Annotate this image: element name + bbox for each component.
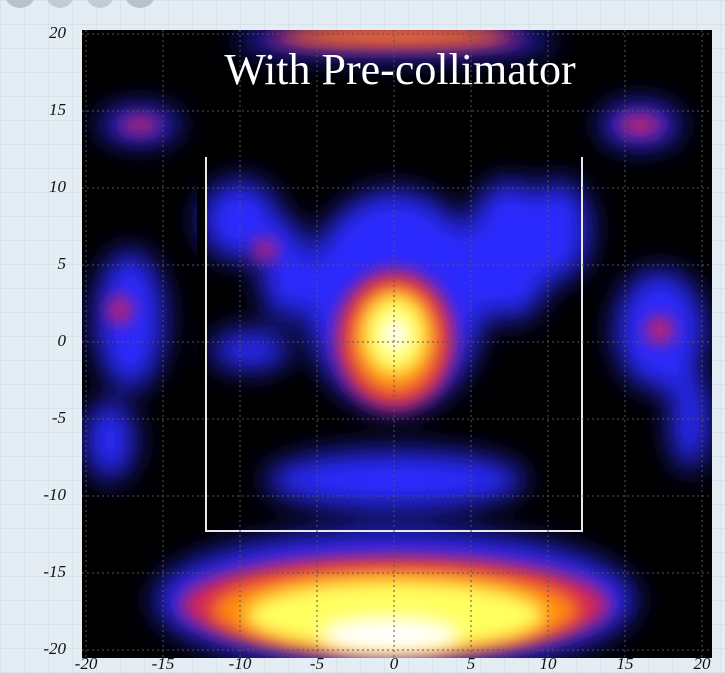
tick-labels: -20 -15 -10 -5 0 5 10 15 20 -20 -15 -10 -5 0 5 10 15 20 bbox=[43, 23, 711, 673]
x-tick-label: -15 bbox=[152, 654, 175, 673]
y-tick-label: 10 bbox=[49, 177, 67, 196]
y-tick-label: 20 bbox=[49, 23, 67, 42]
grid bbox=[82, 30, 712, 658]
y-tick-label: -5 bbox=[52, 408, 66, 427]
heatmap-image bbox=[85, 30, 710, 658]
x-tick-label: 10 bbox=[540, 654, 558, 673]
x-tick-label: -20 bbox=[75, 654, 98, 673]
y-tick-label: -20 bbox=[43, 639, 66, 658]
x-tick-label: 5 bbox=[467, 654, 476, 673]
decoration bbox=[87, 0, 113, 8]
y-tick-label: 15 bbox=[49, 100, 66, 119]
x-tick-label: -5 bbox=[310, 654, 324, 673]
y-tick-label: 0 bbox=[58, 331, 67, 350]
y-tick-label: -15 bbox=[43, 562, 66, 581]
x-tick-label: 0 bbox=[390, 654, 399, 673]
x-tick-label: -10 bbox=[229, 654, 252, 673]
decoration bbox=[47, 0, 73, 8]
annotation: With Pre-collimator bbox=[224, 45, 576, 94]
y-tick-label: -10 bbox=[43, 485, 66, 504]
y-tick-label: 5 bbox=[58, 254, 67, 273]
x-tick-label: 20 bbox=[694, 654, 712, 673]
x-tick-label: 15 bbox=[617, 654, 634, 673]
decoration bbox=[6, 0, 34, 8]
decoration bbox=[126, 0, 154, 8]
